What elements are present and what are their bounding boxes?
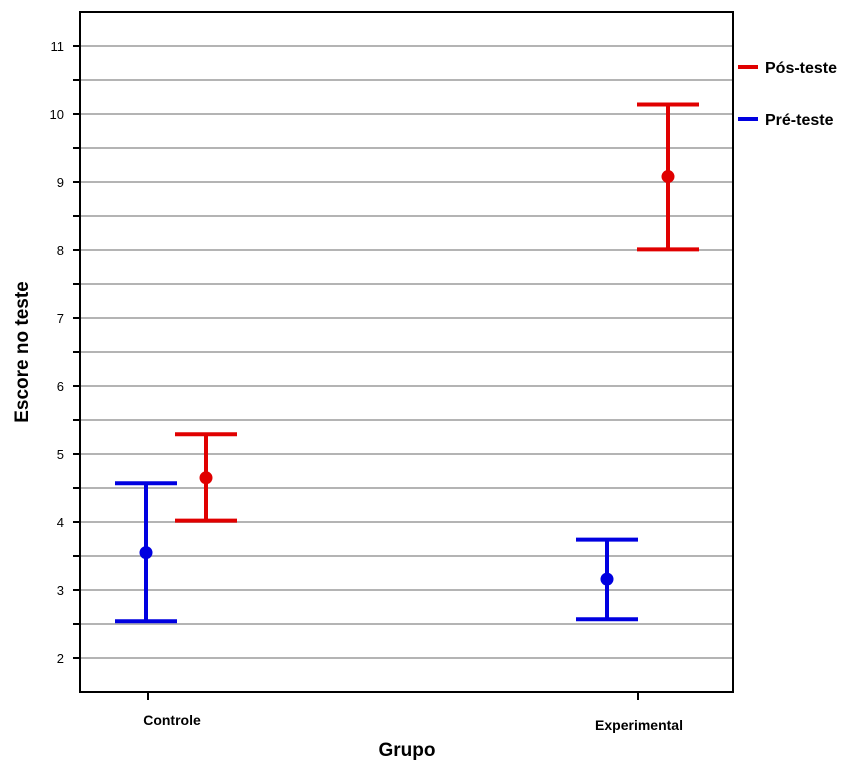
y-tick-label: 8 bbox=[57, 243, 64, 258]
legend: Pós-teste Pré-teste bbox=[738, 60, 837, 129]
mean-marker-pos-controle bbox=[199, 471, 213, 485]
y-tick-label: 5 bbox=[57, 447, 64, 462]
y-axis-title: Escore no teste bbox=[12, 281, 33, 423]
axes: 2 3 4 5 6 7 8 9 10 11 bbox=[50, 11, 734, 700]
y-tick-label: 2 bbox=[57, 651, 64, 666]
y-tick-label: 6 bbox=[57, 379, 64, 394]
y-tick-label: 10 bbox=[50, 107, 64, 122]
mean-marker-pre-experimental bbox=[600, 572, 614, 586]
mean-marker-pre-controle bbox=[139, 546, 153, 560]
legend-label-pre-teste: Pré-teste bbox=[765, 112, 834, 129]
y-tick-label: 7 bbox=[57, 311, 64, 326]
y-tick-label: 11 bbox=[51, 39, 65, 54]
x-axis-title: Grupo bbox=[379, 740, 436, 761]
y-tick-label: 3 bbox=[57, 583, 64, 598]
legend-label-pos-teste: Pós-teste bbox=[765, 60, 837, 77]
y-tick-label: 4 bbox=[57, 515, 64, 530]
x-tick-label-experimental: Experimental bbox=[595, 717, 683, 733]
gridlines bbox=[80, 45, 733, 659]
x-tick-label-controle: Controle bbox=[143, 712, 201, 728]
data-marks bbox=[115, 102, 699, 624]
y-tick-label: 9 bbox=[57, 175, 64, 190]
mean-marker-pos-experimental bbox=[661, 170, 675, 184]
